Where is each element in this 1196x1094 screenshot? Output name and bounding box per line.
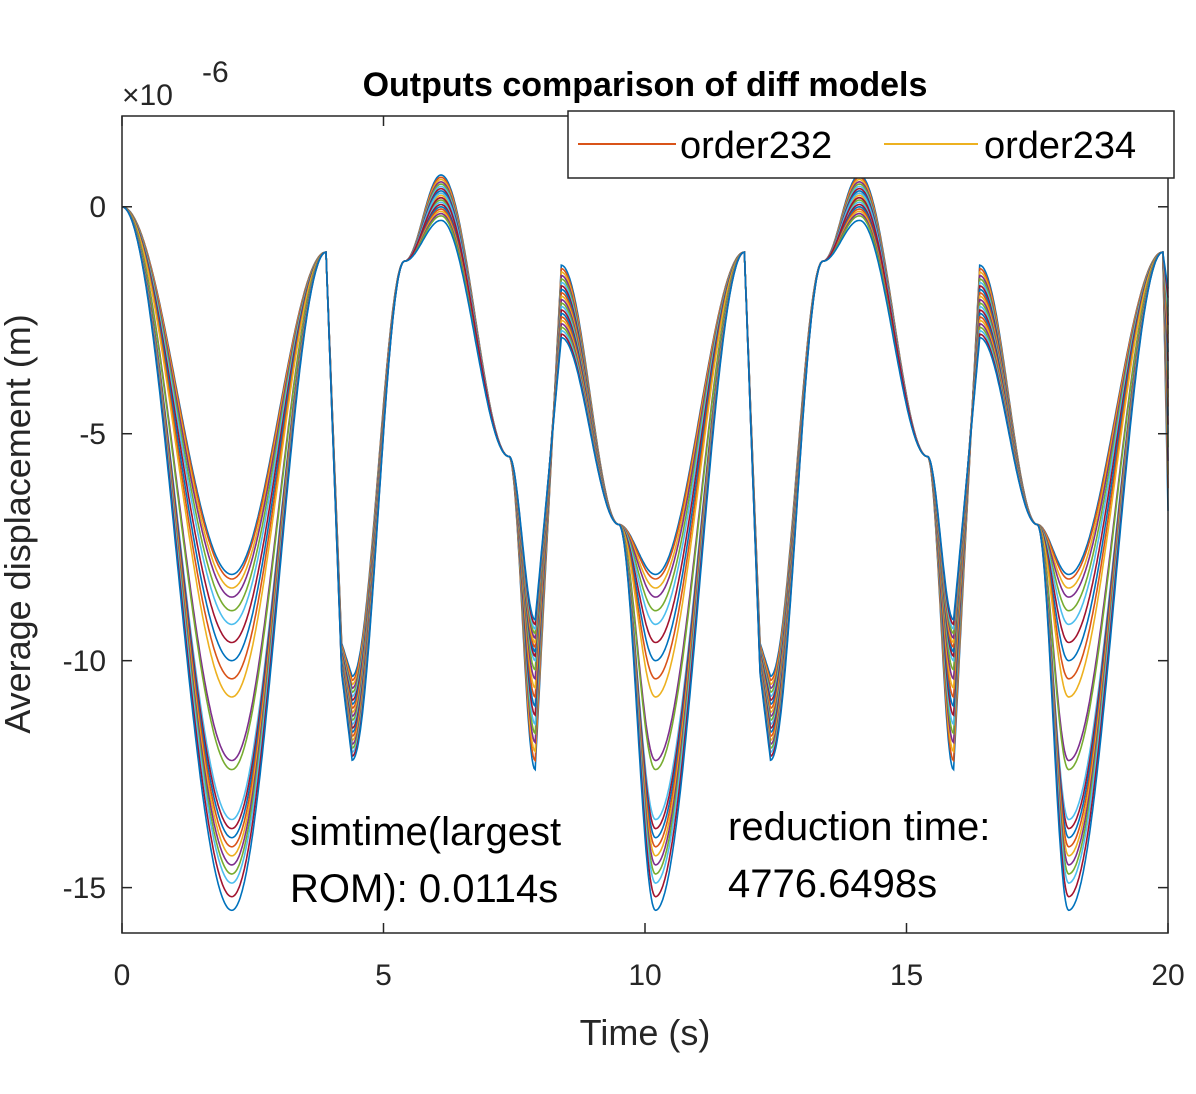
- series-group: [121, 174, 1169, 912]
- x-axis-label: Time (s): [580, 1012, 711, 1053]
- series-line-21: [121, 206, 1169, 912]
- annotation-simtime: simtime(largest ROM): 0.0114s: [290, 810, 561, 911]
- y-axis-label: Average displacement (m): [0, 314, 38, 734]
- x-tick-labels: 0 5 10 15 20: [114, 959, 1185, 992]
- chart-title: Outputs comparison of diff models: [363, 66, 928, 104]
- legend-label-order234: order234: [984, 125, 1136, 167]
- y-tick-label-minus5: -5: [79, 418, 106, 451]
- x-tick-label-15: 15: [890, 959, 923, 992]
- annotation-reduction-line1: reduction time:: [728, 805, 990, 849]
- y-exponent-base: ×10: [122, 79, 173, 112]
- x-tick-label-0: 0: [114, 959, 131, 992]
- y-tick-label-0: 0: [89, 191, 106, 224]
- legend: order232 order234: [567, 110, 1175, 179]
- annotation-reduction-time: reduction time: 4776.6498s: [728, 805, 990, 906]
- y-exponent-power: -6: [202, 56, 229, 89]
- legend-label-order232: order232: [680, 125, 832, 167]
- annotation-simtime-line2: ROM): 0.0114s: [290, 867, 558, 911]
- y-exponent: ×10 -6: [122, 56, 229, 112]
- annotation-reduction-line2: 4776.6498s: [728, 862, 937, 906]
- x-tick-label-5: 5: [375, 959, 392, 992]
- x-tick-label-10: 10: [628, 959, 661, 992]
- y-tick-label-minus10: -10: [63, 645, 106, 678]
- y-tick-labels: 0 -5 -10 -15: [63, 191, 106, 905]
- y-tick-label-minus15: -15: [63, 872, 106, 905]
- annotation-simtime-line1: simtime(largest: [290, 810, 561, 854]
- x-tick-label-20: 20: [1151, 959, 1184, 992]
